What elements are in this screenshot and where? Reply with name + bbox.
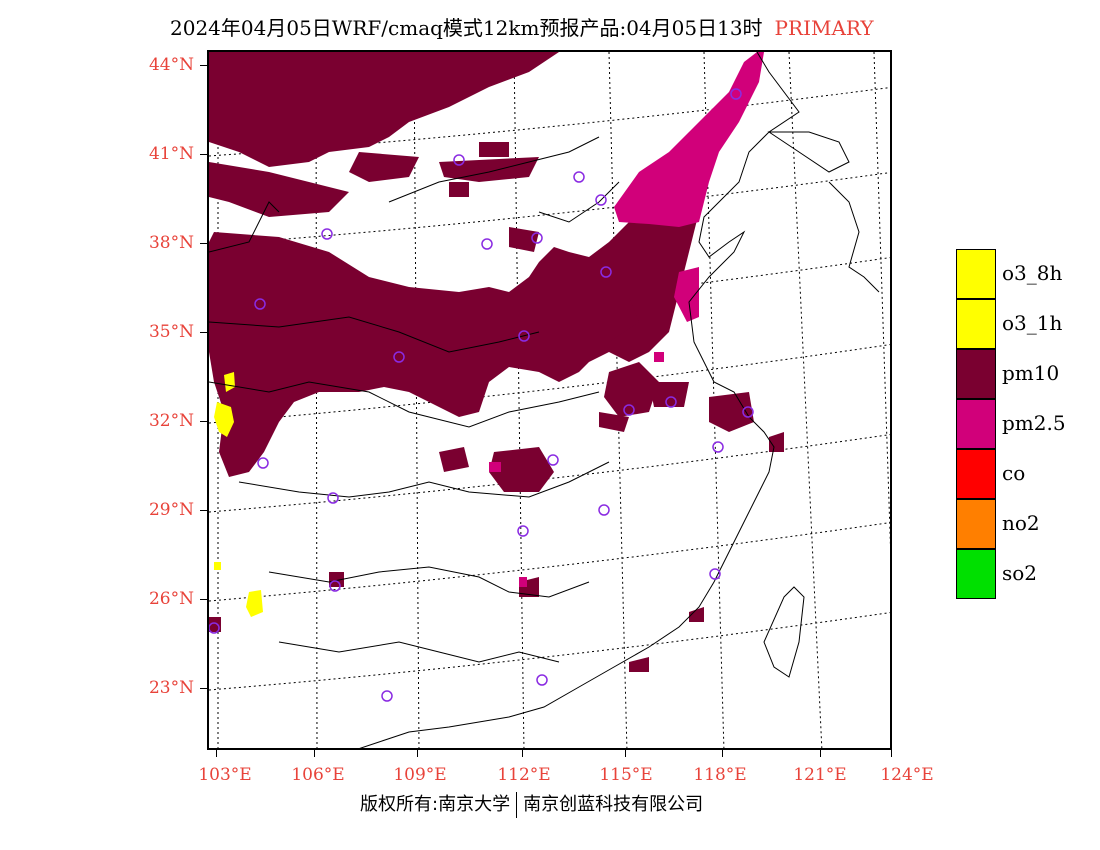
lat-tick — [200, 332, 208, 333]
station-markers — [209, 88, 754, 702]
pm10-regions — [209, 52, 784, 672]
lat-label-29: 29°N — [148, 500, 194, 520]
lon-label-118: 118°E — [693, 765, 747, 785]
lat-label-44: 44°N — [148, 55, 194, 75]
legend-swatch — [956, 299, 996, 349]
pollutant-map — [207, 50, 892, 750]
lon-tick — [820, 749, 821, 757]
title-main: 2024年04月05日WRF/cmaq模式12km预报产品:04月05日13时 — [170, 16, 763, 40]
legend-swatch — [956, 549, 996, 599]
copyright-footer: 版权所有:南京大学 南京创蓝科技有限公司 — [360, 790, 703, 818]
lon-label-106: 106°E — [291, 765, 345, 785]
legend-label: no2 — [1002, 511, 1040, 535]
title-tag: PRIMARY — [774, 16, 874, 40]
legend-label: so2 — [1002, 561, 1038, 585]
lon-tick — [722, 749, 723, 757]
lon-tick — [625, 749, 626, 757]
lat-label-26: 26°N — [148, 589, 194, 609]
lon-label-112: 112°E — [497, 765, 551, 785]
lon-label-103: 103°E — [198, 765, 252, 785]
lat-tick — [200, 599, 208, 600]
lon-tick — [522, 749, 523, 757]
lat-tick — [200, 243, 208, 244]
o3-regions — [214, 372, 263, 617]
lat-tick — [200, 65, 208, 66]
legend-swatch — [956, 499, 996, 549]
lat-label-35: 35°N — [148, 322, 194, 342]
lat-label-38: 38°N — [148, 233, 194, 253]
legend-swatch — [956, 449, 996, 499]
legend-swatch — [956, 249, 996, 299]
lon-tick — [216, 749, 217, 757]
boundaries — [209, 52, 880, 748]
lon-tick — [417, 749, 418, 757]
lon-label-121: 121°E — [793, 765, 847, 785]
lon-label-109: 109°E — [393, 765, 447, 785]
lon-tick — [314, 749, 315, 757]
map-title: 2024年04月05日WRF/cmaq模式12km预报产品:04月05日13时 P… — [170, 12, 874, 41]
lon-label-124: 124°E — [880, 765, 934, 785]
lon-label-115: 115°E — [599, 765, 653, 785]
legend-label: o3_1h — [1002, 311, 1063, 335]
legend-swatch — [956, 399, 996, 449]
lon-tick — [891, 749, 892, 757]
lat-label-41: 41°N — [148, 144, 194, 164]
pm25-regions — [489, 52, 764, 587]
legend-swatch — [956, 349, 996, 399]
lat-label-23: 23°N — [148, 678, 194, 698]
lat-tick — [200, 510, 208, 511]
legend-label: co — [1002, 461, 1026, 485]
footer-left: 版权所有:南京大学 — [360, 794, 511, 815]
lat-tick — [200, 421, 208, 422]
lat-tick — [200, 688, 208, 689]
legend-label: pm10 — [1002, 361, 1060, 385]
legend-label: pm2.5 — [1002, 411, 1066, 435]
legend-label: o3_8h — [1002, 261, 1063, 285]
map-canvas — [209, 52, 890, 748]
lat-label-32: 32°N — [148, 411, 194, 431]
footer-divider — [516, 792, 518, 818]
lat-tick — [200, 154, 208, 155]
footer-right: 南京创蓝科技有限公司 — [523, 794, 704, 815]
